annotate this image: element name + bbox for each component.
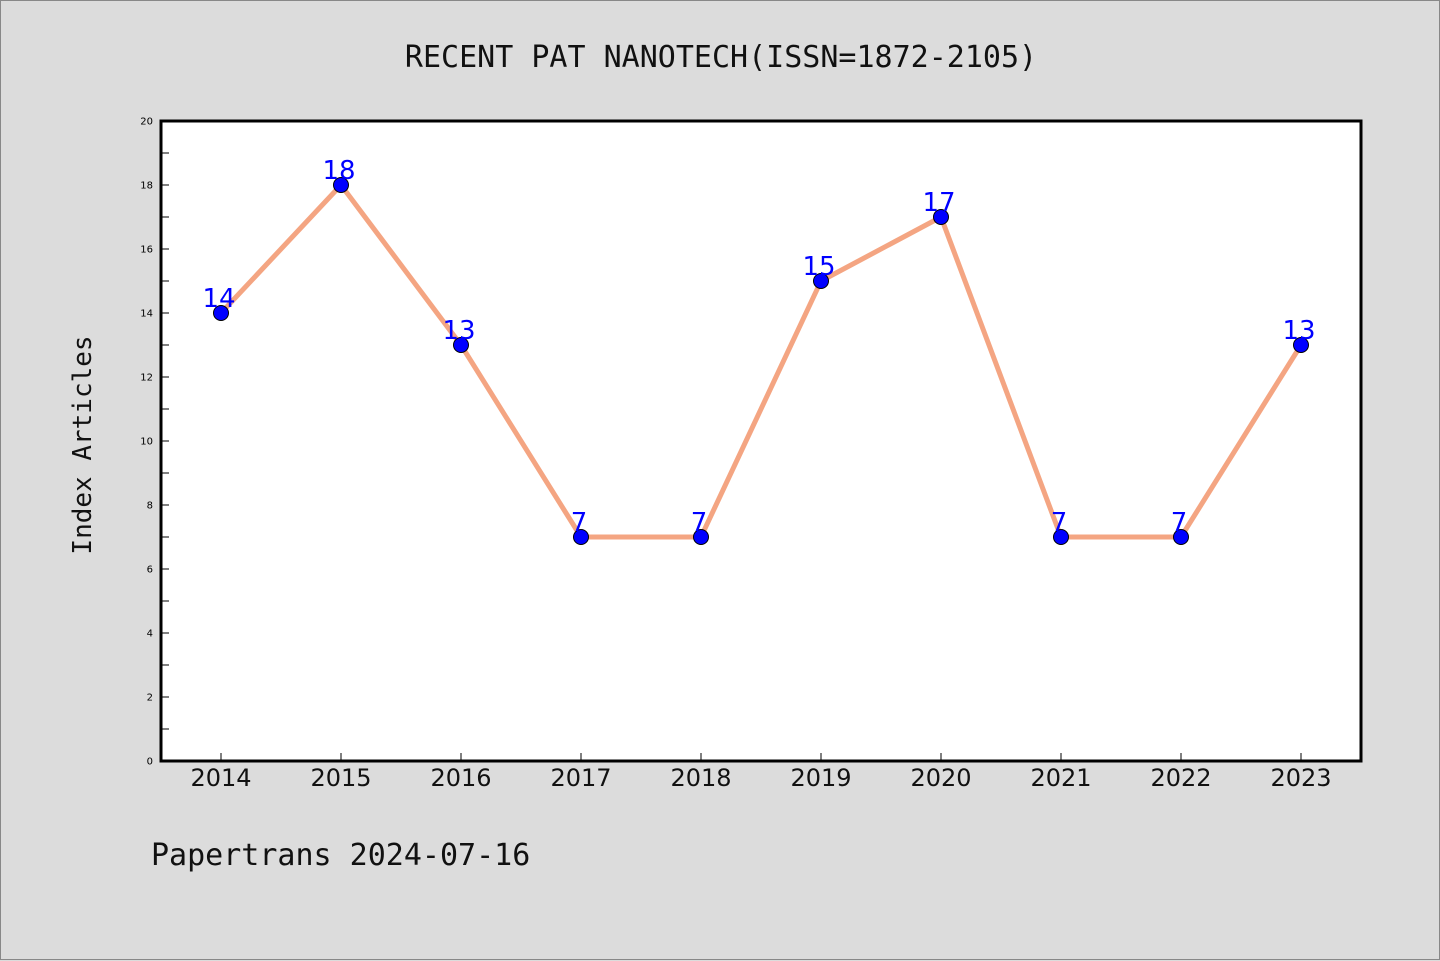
x-tick-label: 2017	[550, 764, 611, 792]
x-tick-label: 2020	[910, 764, 971, 792]
data-label: 17	[922, 188, 955, 218]
y-tick-label: 2	[147, 693, 153, 704]
series-line	[218, 182, 1304, 540]
y-tick-label: 18	[140, 181, 153, 192]
x-axis-ticks: 2014 2015 2016 2017 2018 2019 2020 2021 2022 2023	[190, 753, 1332, 792]
x-tick-label: 2014	[190, 764, 251, 792]
x-tick-label: 2019	[790, 764, 851, 792]
data-label: 14	[202, 284, 235, 314]
x-tick-label: 2018	[670, 764, 731, 792]
y-tick-label: 8	[147, 501, 153, 512]
data-point	[453, 337, 469, 353]
y-tick-label: 4	[147, 629, 153, 640]
data-label: 13	[1282, 316, 1315, 346]
chart-title: RECENT PAT NANOTECH(ISSN=1872-2105)	[405, 40, 1037, 75]
data-point	[1293, 337, 1309, 353]
data-point	[933, 209, 949, 225]
data-label: 15	[802, 252, 835, 282]
y-tick-label: 14	[140, 309, 153, 320]
y-tick-label: 10	[140, 437, 153, 448]
data-point	[813, 273, 829, 289]
y-tick-label: 0	[147, 757, 153, 768]
data-point	[333, 177, 349, 193]
y-tick-label: 20	[140, 117, 153, 128]
data-point	[1173, 529, 1189, 545]
data-point	[573, 529, 589, 545]
data-label: 18	[322, 156, 355, 186]
data-label: 7	[1051, 508, 1068, 538]
data-point	[213, 305, 229, 321]
source-footer: Papertrans 2024-07-16	[151, 838, 530, 873]
y-tick-label: 16	[140, 245, 153, 256]
plot-area	[159, 119, 1363, 763]
series-layer: 14 18 13 7 7 15 17 7 7 13	[202, 156, 1316, 545]
x-tick-label: 2022	[1150, 764, 1211, 792]
x-tick-label: 2021	[1030, 764, 1091, 792]
x-tick-label: 2023	[1270, 764, 1331, 792]
data-point	[693, 529, 709, 545]
data-point	[1053, 529, 1069, 545]
data-label: 7	[1171, 508, 1188, 538]
data-label: 7	[691, 508, 708, 538]
y-tick-label: 12	[140, 373, 153, 384]
data-label: 13	[442, 316, 475, 346]
x-tick-label: 2015	[310, 764, 371, 792]
y-axis-label: Index Articles	[68, 335, 98, 554]
y-tick-label: 6	[147, 565, 153, 576]
y-axis-ticks: 0 2 4 6 8 10 12 14 16 18 20	[140, 117, 169, 768]
x-tick-label: 2016	[430, 764, 491, 792]
data-label: 7	[571, 508, 588, 538]
